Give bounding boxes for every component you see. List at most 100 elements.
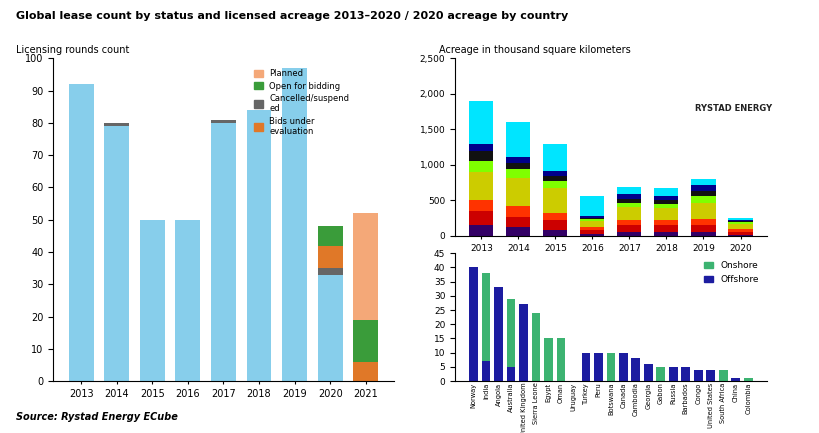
Bar bbox=[468, 144, 493, 151]
Bar bbox=[727, 229, 752, 232]
Bar bbox=[643, 364, 652, 381]
Bar bbox=[505, 163, 530, 168]
Bar bbox=[668, 367, 676, 381]
Bar bbox=[317, 275, 342, 381]
Bar bbox=[580, 219, 604, 221]
Bar bbox=[317, 226, 342, 246]
Bar bbox=[690, 191, 715, 196]
Text: Licensing rounds count: Licensing rounds count bbox=[16, 45, 129, 55]
Bar bbox=[654, 200, 677, 204]
Bar bbox=[468, 200, 493, 211]
Bar bbox=[282, 68, 306, 381]
Bar bbox=[580, 218, 604, 219]
Bar bbox=[580, 229, 604, 234]
Bar bbox=[580, 234, 604, 236]
Bar bbox=[718, 370, 726, 381]
Bar bbox=[743, 378, 752, 381]
Bar bbox=[581, 352, 590, 381]
Text: RYSTAD ENERGY: RYSTAD ENERGY bbox=[695, 104, 771, 113]
Bar bbox=[693, 370, 702, 381]
Bar bbox=[593, 352, 602, 381]
Bar bbox=[543, 220, 567, 230]
Bar bbox=[617, 225, 640, 233]
Bar bbox=[690, 225, 715, 232]
Bar bbox=[481, 361, 490, 381]
Bar bbox=[690, 219, 715, 225]
Bar bbox=[556, 339, 564, 381]
Bar bbox=[543, 213, 567, 220]
Bar bbox=[353, 320, 378, 362]
Bar bbox=[617, 207, 640, 220]
Bar bbox=[505, 157, 530, 163]
Bar bbox=[727, 235, 752, 236]
Bar bbox=[544, 339, 552, 381]
Bar bbox=[506, 367, 515, 381]
Bar bbox=[543, 144, 567, 171]
Bar bbox=[656, 367, 664, 381]
Bar bbox=[580, 216, 604, 218]
Bar bbox=[69, 84, 93, 381]
Bar bbox=[468, 151, 493, 162]
Bar bbox=[543, 230, 567, 236]
Bar bbox=[617, 194, 640, 199]
Bar bbox=[654, 204, 677, 208]
Bar bbox=[690, 232, 715, 236]
Bar bbox=[654, 208, 677, 220]
Bar bbox=[543, 181, 567, 187]
Bar bbox=[505, 122, 530, 157]
Bar bbox=[654, 196, 677, 200]
Bar bbox=[727, 221, 752, 223]
Bar bbox=[210, 120, 236, 123]
Bar bbox=[731, 378, 740, 381]
Bar bbox=[654, 188, 677, 196]
Bar bbox=[468, 225, 493, 236]
Bar bbox=[606, 352, 614, 381]
Bar bbox=[727, 220, 752, 221]
Bar bbox=[247, 110, 271, 381]
Bar bbox=[505, 178, 530, 206]
Bar bbox=[481, 273, 490, 361]
Bar bbox=[518, 304, 527, 381]
Bar bbox=[210, 123, 236, 381]
Bar bbox=[654, 220, 677, 225]
Bar bbox=[580, 221, 604, 227]
Bar bbox=[468, 211, 493, 225]
Bar bbox=[543, 171, 567, 176]
Bar bbox=[727, 232, 752, 235]
Bar bbox=[468, 268, 477, 381]
Bar bbox=[617, 187, 640, 194]
Bar bbox=[505, 227, 530, 236]
Bar bbox=[505, 168, 530, 178]
Bar bbox=[353, 213, 378, 320]
Bar bbox=[468, 162, 493, 172]
Bar bbox=[506, 299, 515, 367]
Bar bbox=[631, 359, 640, 381]
Bar bbox=[353, 362, 378, 381]
Legend: Planned, Open for bidding, Cancelled/suspend
ed, Bids under
evaluation: Planned, Open for bidding, Cancelled/sus… bbox=[251, 66, 352, 139]
Bar bbox=[727, 224, 752, 229]
Bar bbox=[690, 185, 715, 191]
Bar bbox=[468, 172, 493, 200]
Bar bbox=[654, 225, 677, 233]
Bar bbox=[727, 217, 752, 220]
Bar bbox=[617, 203, 640, 207]
Bar bbox=[617, 233, 640, 236]
Text: Source: Rystad Energy ECube: Source: Rystad Energy ECube bbox=[16, 412, 178, 422]
Text: Global lease count by status and licensed acreage 2013–2020 / 2020 acreage by co: Global lease count by status and license… bbox=[16, 11, 568, 21]
Bar bbox=[104, 126, 129, 381]
Bar bbox=[468, 101, 493, 144]
Bar bbox=[690, 179, 715, 185]
Bar bbox=[617, 199, 640, 203]
Bar bbox=[317, 268, 342, 275]
Bar bbox=[705, 370, 714, 381]
Legend: Russia, Europe, North America, South America, Africa, Middle East, Asia, Austral: Russia, Europe, North America, South Ame… bbox=[459, 0, 600, 2]
Bar bbox=[104, 123, 129, 126]
Bar bbox=[727, 223, 752, 224]
Legend: Onshore, Offshore: Onshore, Offshore bbox=[699, 258, 761, 288]
Bar bbox=[505, 217, 530, 227]
Bar bbox=[317, 246, 342, 268]
Bar bbox=[617, 220, 640, 225]
Bar bbox=[580, 196, 604, 216]
Bar bbox=[580, 227, 604, 229]
Bar bbox=[681, 367, 690, 381]
